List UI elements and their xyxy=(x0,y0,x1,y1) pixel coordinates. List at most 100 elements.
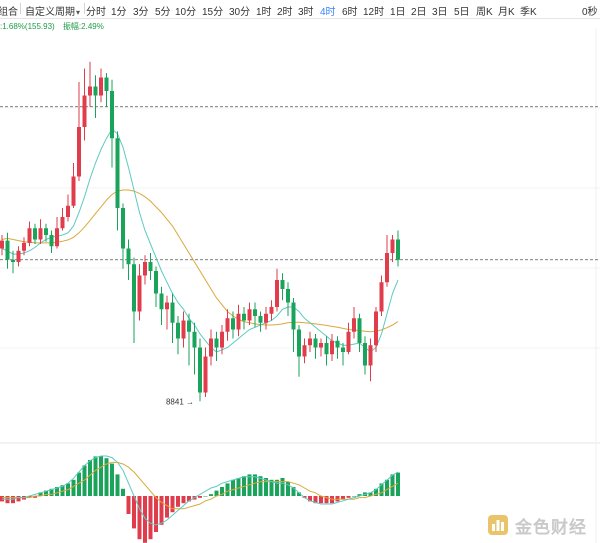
macd-bar xyxy=(319,496,323,504)
macd-bar xyxy=(253,474,257,496)
macd-bar xyxy=(33,496,37,498)
candle-body xyxy=(16,250,21,262)
period-tab-8[interactable]: 30分 xyxy=(229,3,250,18)
candle-body xyxy=(286,289,290,303)
period-tab-label: 1分 xyxy=(111,7,127,18)
candle-body xyxy=(115,138,120,208)
candle-body xyxy=(55,228,59,247)
candle-body xyxy=(66,205,70,217)
period-tab-16[interactable]: 2日 xyxy=(411,3,427,18)
candle-body xyxy=(313,338,318,348)
candle-body xyxy=(33,228,37,240)
period-tab-19[interactable]: 周K xyxy=(476,3,493,18)
macd-bar xyxy=(302,496,307,498)
macd-bar xyxy=(275,479,279,496)
macd-bar xyxy=(176,496,180,507)
period-tab-9[interactable]: 1时 xyxy=(256,3,272,18)
period-tab-17[interactable]: 3日 xyxy=(432,3,448,18)
macd-bar xyxy=(132,496,136,529)
period-tab-7[interactable]: 15分 xyxy=(202,3,223,18)
macd-bar xyxy=(225,483,230,496)
macd-bar xyxy=(346,496,351,498)
candle-body xyxy=(225,318,230,332)
period-tab-12[interactable]: 4时 xyxy=(320,3,336,18)
macd-bar xyxy=(126,496,131,514)
period-tab-11[interactable]: 3时 xyxy=(298,3,314,18)
macd-bar xyxy=(379,483,384,496)
macd-bar xyxy=(137,496,142,540)
period-tab-label: 2日 xyxy=(411,7,427,18)
candle-body xyxy=(352,318,356,332)
macd-bar xyxy=(38,492,43,496)
watermark: 金色财经 xyxy=(487,512,587,538)
period-tab-6[interactable]: 10分 xyxy=(175,3,196,18)
candle-body xyxy=(38,228,43,240)
kline-chart[interactable]: 8841 → xyxy=(0,28,600,543)
macd-bar xyxy=(165,496,169,518)
candle-body xyxy=(291,302,296,330)
period-tab-21[interactable]: 季K xyxy=(520,3,537,18)
candle-body xyxy=(308,338,312,346)
period-tab-20[interactable]: 月K xyxy=(498,3,515,18)
candle-body xyxy=(242,313,246,321)
macd-bar xyxy=(60,485,65,496)
macd-bar xyxy=(258,476,263,496)
candle-body xyxy=(88,86,92,96)
period-tab-2[interactable]: 分时 xyxy=(86,3,106,18)
period-tab-14[interactable]: 12时 xyxy=(363,3,384,18)
candle-body xyxy=(148,262,153,271)
candle-body xyxy=(396,239,400,260)
period-tab-label: 12时 xyxy=(363,7,385,18)
period-toolbar: 组合 自定义周期▾ 分时 1分 3分 5分 10分 15分 30分 1时 2时 3时 4时 6时 12时 1日… xyxy=(0,0,600,19)
macd-bar xyxy=(93,456,98,496)
candle-body xyxy=(379,282,384,312)
macd-bar xyxy=(88,460,92,496)
candle-body xyxy=(49,235,54,247)
candle-body xyxy=(82,95,87,127)
macd-dea-line xyxy=(2,461,399,510)
candle-body xyxy=(176,322,180,339)
toolbar-divider xyxy=(84,3,85,14)
macd-bar xyxy=(121,488,125,496)
macd-bar xyxy=(385,479,389,496)
candle-body xyxy=(302,345,307,357)
macd-bar xyxy=(16,496,21,502)
period-tab-18[interactable]: 5日 xyxy=(454,3,470,18)
period-tab-1[interactable]: 自定义周期▾ xyxy=(25,3,80,18)
period-tab-0[interactable]: 组合 xyxy=(0,3,18,18)
macd-bar xyxy=(396,472,400,496)
macd-bar xyxy=(308,496,312,502)
macd-bar xyxy=(357,494,362,496)
period-tab-15[interactable]: 1日 xyxy=(390,3,406,18)
macd-bar xyxy=(231,479,235,496)
macd-bar xyxy=(286,481,290,496)
candle-body xyxy=(44,228,48,235)
period-tab-5[interactable]: 5分 xyxy=(155,3,171,18)
candle-body xyxy=(335,340,340,348)
period-tab-label: 组合 xyxy=(0,7,18,18)
period-tab-label: 月K xyxy=(498,7,515,18)
candle-body xyxy=(236,313,241,330)
macd-bar xyxy=(187,496,191,502)
macd-bar xyxy=(77,472,81,496)
macd-bar xyxy=(159,496,164,525)
period-tab-13[interactable]: 6时 xyxy=(342,3,358,18)
candle-body xyxy=(60,217,65,229)
period-tab-4[interactable]: 3分 xyxy=(133,3,149,18)
macd-bar xyxy=(291,487,296,496)
period-tab-label: 5分 xyxy=(155,7,171,18)
period-tab-10[interactable]: 2时 xyxy=(277,3,293,18)
candle-body xyxy=(104,77,109,91)
ma-slow-line xyxy=(1,189,399,333)
macd-bar xyxy=(264,478,268,496)
macd-bar xyxy=(324,496,329,504)
candle-body xyxy=(159,293,164,310)
candle-body xyxy=(137,275,142,312)
period-tab-3[interactable]: 1分 xyxy=(111,3,127,18)
candle-body xyxy=(77,127,81,177)
macd-bar xyxy=(99,456,103,496)
candle-body xyxy=(121,208,125,249)
low-price-marker: 8841 → xyxy=(166,397,194,406)
macd-bar xyxy=(214,490,219,496)
candle-body xyxy=(99,77,103,96)
